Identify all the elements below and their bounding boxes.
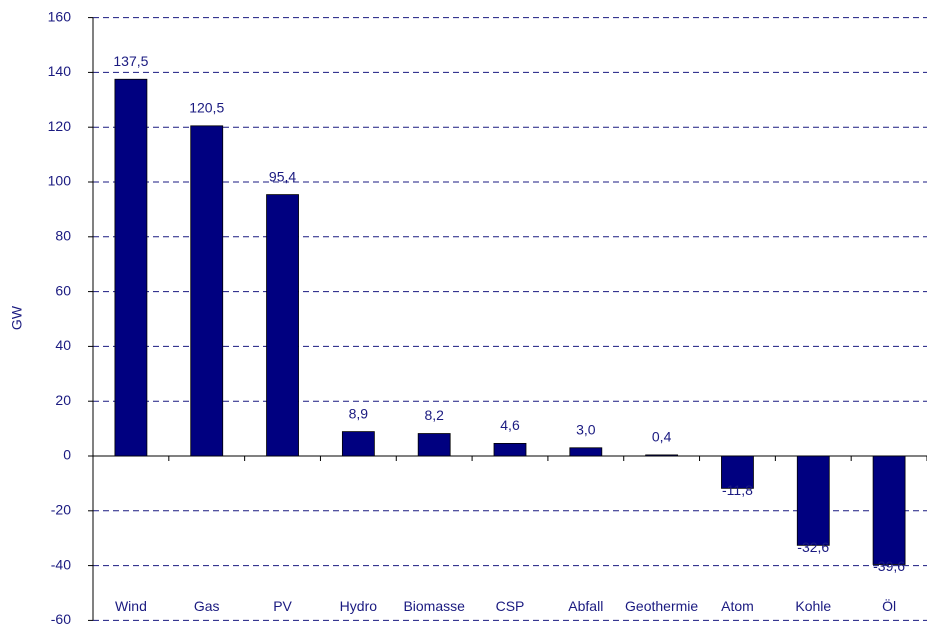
x-tick-label: Biomasse bbox=[403, 598, 465, 614]
value-label: 8,9 bbox=[349, 405, 369, 421]
y-tick-label: -60 bbox=[51, 611, 71, 627]
bar bbox=[493, 442, 527, 457]
bar bbox=[190, 125, 224, 457]
x-tick-label: Geothermie bbox=[625, 598, 698, 614]
y-tick-label: 0 bbox=[63, 447, 71, 463]
y-tick-label: 20 bbox=[55, 392, 71, 408]
x-tick-label: CSP bbox=[496, 598, 525, 614]
y-tick-label: -20 bbox=[51, 502, 71, 518]
y-tick-label: 100 bbox=[48, 173, 72, 189]
bar bbox=[417, 433, 451, 457]
y-tick-label: 40 bbox=[55, 337, 71, 353]
value-label: 4,6 bbox=[500, 417, 520, 433]
x-tick-label: Gas bbox=[194, 598, 220, 614]
value-label: -11,8 bbox=[722, 482, 753, 498]
x-tick-label: Atom bbox=[721, 598, 754, 614]
bar bbox=[796, 455, 830, 546]
value-label: -32,6 bbox=[797, 539, 829, 555]
value-label: 137,5 bbox=[113, 53, 148, 69]
value-label: 0,4 bbox=[652, 429, 672, 445]
bar bbox=[645, 454, 679, 457]
bar bbox=[341, 431, 375, 457]
bar bbox=[872, 455, 906, 565]
y-axis-label: GW bbox=[9, 305, 25, 330]
y-tick-label: 80 bbox=[55, 228, 71, 244]
value-label: -39,6 bbox=[873, 558, 905, 574]
x-tick-label: Wind bbox=[115, 598, 147, 614]
value-label: 8,2 bbox=[424, 407, 444, 423]
value-label: 95,4 bbox=[269, 168, 296, 184]
y-tick-label: 120 bbox=[48, 118, 72, 134]
y-tick-label: 60 bbox=[55, 282, 71, 298]
bar bbox=[721, 455, 754, 489]
x-tick-label: Kohle bbox=[795, 598, 831, 614]
y-tick-label: -40 bbox=[51, 556, 71, 572]
y-tick-label: 140 bbox=[48, 63, 72, 79]
y-tick-label: 160 bbox=[48, 8, 72, 24]
value-label: 120,5 bbox=[189, 100, 224, 116]
value-label: 3,0 bbox=[576, 421, 596, 437]
bar bbox=[266, 194, 299, 457]
bar bbox=[114, 78, 148, 457]
x-tick-label: Öl bbox=[882, 597, 896, 614]
x-tick-label: PV bbox=[273, 598, 292, 614]
x-tick-label: Abfall bbox=[568, 598, 603, 614]
x-tick-label: Hydro bbox=[340, 598, 378, 614]
bar bbox=[569, 447, 603, 457]
